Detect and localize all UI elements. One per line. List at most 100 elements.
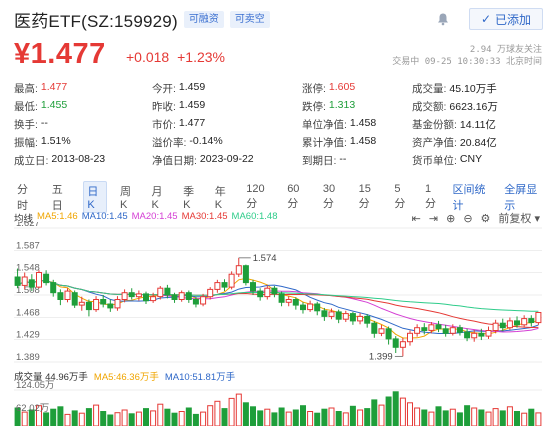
tab-period[interactable]: 季K: [183, 186, 195, 211]
candle-body: [114, 299, 121, 309]
tag-margin[interactable]: 可融资: [183, 10, 224, 28]
candle-body: [435, 324, 442, 330]
volume-bar: [342, 412, 349, 426]
candle-body: [121, 292, 128, 300]
candle-body: [192, 299, 199, 305]
candle-body: [128, 292, 135, 298]
candle-body: [314, 303, 321, 312]
stat-value: 1.477: [178, 116, 206, 129]
candle-body: [399, 341, 406, 348]
volume-bar: [28, 409, 35, 426]
candle-body: [157, 287, 164, 298]
candle-body: [407, 332, 413, 343]
candle-body: [442, 328, 449, 334]
volume-bar: [235, 393, 242, 426]
candle-body: [214, 282, 221, 290]
tab-period[interactable]: 60分: [287, 183, 300, 210]
volume-bar: [264, 408, 271, 426]
chart-tools: ⇤ ⇥ ⊕ ⊖ ⚙ 前复权 ▾: [412, 210, 540, 226]
candle-body: [421, 327, 428, 331]
bell-icon[interactable]: [436, 12, 450, 26]
candle-body: [485, 330, 492, 337]
tab-period[interactable]: 五日: [51, 184, 63, 212]
volume-bar: [399, 397, 406, 426]
tab-period[interactable]: 日K: [83, 181, 107, 213]
stat-value: --: [40, 116, 48, 129]
candle-body: [456, 327, 463, 333]
volume-bar: [442, 410, 449, 426]
stat-label: 净值日期:: [152, 154, 197, 167]
change-value: +0.018: [126, 49, 170, 65]
volume-bar: [14, 407, 21, 426]
tab-period[interactable]: 分时: [17, 184, 28, 212]
candle-body: [21, 276, 28, 286]
stat-label: 跌停:: [302, 100, 326, 113]
adjust-select[interactable]: 前复权 ▾: [498, 213, 540, 225]
zoom-in-icon[interactable]: ⊕: [446, 212, 456, 225]
tab-period[interactable]: 15分: [358, 183, 371, 210]
tab-period[interactable]: 周K: [119, 186, 131, 211]
tab-period[interactable]: 30分: [322, 183, 336, 210]
tab-period[interactable]: 5分: [394, 183, 406, 210]
candle-body: [257, 290, 264, 298]
fullscreen-link[interactable]: 全屏显示: [504, 184, 538, 212]
candle-body: [221, 282, 228, 288]
stats-grid: 最高: 1.477 今开: 1.459 涨停: 1.605 成交量: 45.10万手 最低: 1.…: [14, 79, 544, 169]
page-title: 医药ETF(SZ:159929): [14, 11, 178, 31]
low-label: 1.399: [369, 351, 393, 362]
y-tick-label: 1.587: [16, 241, 40, 252]
tab-period[interactable]: 年K: [214, 186, 226, 211]
stat-label: 到期日:: [302, 154, 337, 167]
candle-body: [50, 282, 57, 294]
volume-bar: [371, 399, 378, 426]
stat-value: CNY: [459, 152, 483, 165]
tab-period[interactable]: 月K: [151, 186, 163, 211]
volume-bar: [85, 408, 92, 426]
tab-period[interactable]: 120分: [246, 183, 265, 210]
stat-label: 溢价率:: [152, 136, 187, 149]
volume-bar: [278, 407, 285, 426]
legend-entry: MA5:46.36万手: [93, 372, 159, 383]
volume-bar: [185, 407, 192, 426]
volume-bar: [471, 407, 478, 426]
stat-value: 45.10万手: [449, 82, 497, 95]
y-tick-label: 1.429: [16, 329, 40, 340]
stat-label: 最高:: [14, 82, 38, 95]
legend-entry: MA10:51.81万手: [164, 372, 236, 383]
stat-cell: 净值日期: 2023-09-22: [152, 153, 302, 168]
candle-body: [85, 301, 92, 311]
candle-body: [414, 327, 421, 334]
volume-bar: [414, 407, 421, 426]
volume-bar: [242, 402, 249, 426]
settings-icon[interactable]: ⚙: [480, 212, 491, 225]
legend-entry: MA20:1.45: [131, 211, 178, 222]
stat-cell: 市价: 1.477: [152, 117, 302, 132]
zoom-out-icon[interactable]: ⊖: [463, 212, 473, 225]
volume-bar: [121, 409, 128, 426]
stat-value: 2013-08-23: [51, 152, 106, 165]
stat-label: 成立日:: [14, 154, 49, 167]
candle-body: [307, 303, 314, 311]
stat-label: 换手:: [14, 118, 38, 131]
volume-bar: [107, 414, 114, 426]
candle-body: [100, 299, 107, 305]
expand-icon[interactable]: ⇥: [428, 212, 439, 225]
shrink-icon[interactable]: ⇤: [411, 212, 421, 225]
stat-label: 成交量:: [412, 82, 447, 95]
kline-chart[interactable]: 1.627 1.587 1.548 1.508 1.468 1.429 1.389 1.574…: [0, 222, 554, 426]
range-stats-link[interactable]: 区间统计: [452, 184, 486, 212]
added-watchlist-button[interactable]: ✓ 已添加: [469, 8, 543, 30]
volume-bar: [93, 404, 100, 426]
stat-value: 1.459: [178, 98, 206, 111]
stat-cell: 今开: 1.459: [152, 81, 302, 96]
stat-cell: 成立日: 2013-08-23: [14, 153, 152, 168]
volume-bar: [364, 408, 371, 426]
volume-bar: [178, 411, 185, 426]
stat-value: 1.458: [349, 116, 377, 129]
tab-period[interactable]: 1分: [424, 183, 436, 210]
stat-label: 单位净值:: [302, 118, 347, 131]
candle-body: [328, 311, 335, 317]
tag-short[interactable]: 可卖空: [229, 10, 270, 28]
y-tick-label: 1.468: [16, 308, 40, 319]
volume-legend: 成交量 44.96万手 MA5:46.36万手 MA10:51.81万手: [14, 369, 235, 383]
